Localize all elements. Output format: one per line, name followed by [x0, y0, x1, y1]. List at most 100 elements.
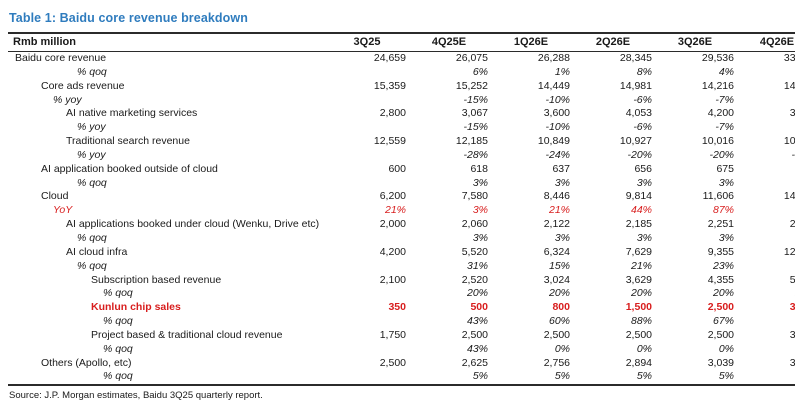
cell-value: -24%	[545, 148, 570, 161]
table-row: YoY 21% 3% 21% 44% 87%92%	[8, 204, 795, 218]
table-row: % yoy -28% -24% -20% -20% -12%	[8, 149, 795, 163]
cell-value: 3%	[718, 176, 734, 189]
row-label: % qoq	[103, 342, 133, 355]
table-row: Core ads revenue 15,359 15,252 14,449 14,981…	[8, 80, 795, 94]
table-row: Project based & traditional cloud revenu…	[8, 329, 795, 343]
cell-value: 2,060	[461, 218, 488, 231]
cell-value: 2,500	[707, 328, 734, 341]
cell-value	[326, 287, 408, 301]
cell-value: 1,500	[625, 301, 652, 314]
cell-value: 14,544	[783, 190, 795, 203]
cell-value: 4,200	[379, 245, 406, 258]
column-header: 4Q26E	[736, 32, 795, 52]
row-label: % qoq	[77, 176, 107, 189]
cell-value: 5%	[718, 370, 734, 383]
row-label: Cloud	[41, 190, 69, 203]
row-label: Baidu core revenue	[15, 52, 107, 64]
row-label: Core ads revenue	[41, 79, 125, 92]
cell-value: 10,679	[783, 135, 795, 148]
cell-value: 3,500	[789, 301, 795, 314]
cell-value: 2,319	[789, 218, 795, 231]
cell-value: 0%	[636, 342, 652, 355]
cell-value: 21%	[548, 204, 570, 217]
unit-header: Rmb million	[8, 32, 326, 52]
source-note: Source: J.P. Morgan estimates, Baidu 3Q2…	[9, 390, 263, 402]
table-row: Cloud 6,200 7,580 8,446 9,814 11,606 14,544	[8, 190, 795, 204]
table-title: Table 1: Baidu core revenue breakdown	[9, 11, 248, 25]
cell-value: -20%	[627, 148, 652, 161]
cell-value: 2,251	[707, 218, 734, 231]
table-row: Kunlun chip sales 350 500 800 1,500 2,500 3,50…	[8, 301, 795, 315]
cell-value: 0%	[554, 342, 570, 355]
cell-value: 3%	[472, 204, 488, 217]
cell-value: -15%	[463, 121, 488, 134]
cell-value: 4%	[718, 65, 734, 78]
cell-value: 3,500	[789, 328, 795, 341]
cell-value: 15,252	[455, 79, 488, 92]
cell-value: 2,000	[379, 218, 406, 231]
cell-value: 7,580	[461, 190, 488, 203]
cell-value: -6%	[633, 93, 652, 106]
cell-value: 3%	[472, 176, 488, 189]
cell-value: 3%	[736, 232, 795, 246]
column-header-row: Rmb million 3Q25 4Q25E 1Q26E 2Q26E 3Q26E 4Q26…	[8, 32, 795, 52]
table-row: Others (Apollo, etc) 2,500 2,625 2,756 2,894…	[8, 357, 795, 371]
cell-value: 2,500	[379, 356, 406, 369]
cell-value: 20%	[736, 287, 795, 301]
cell-value: 3,987	[789, 107, 795, 120]
cell-value: 800	[552, 301, 570, 314]
cell-value: -28%	[463, 148, 488, 161]
cell-value: 4,355	[707, 273, 734, 286]
cell-value: 20%	[630, 287, 652, 300]
cell-value: 14,449	[537, 79, 570, 92]
cell-value	[326, 177, 408, 191]
cell-value: 4,200	[707, 107, 734, 120]
cell-value: 2,500	[543, 328, 570, 341]
cell-value: 23%	[712, 259, 734, 272]
cell-value: 15%	[548, 259, 570, 272]
cell-value	[326, 66, 408, 80]
cell-value: 4,053	[625, 107, 652, 120]
report-page: Table 1: Baidu core revenue breakdown Rm…	[8, 11, 795, 402]
cell-value: 67%	[712, 315, 734, 328]
cell-value: 3%	[554, 176, 570, 189]
cell-value: 3%	[636, 231, 652, 244]
cell-value: 3%	[636, 176, 652, 189]
cell-value: 5%	[736, 370, 795, 385]
cell-value: 10,927	[619, 135, 652, 148]
cell-value: 600	[388, 162, 406, 175]
cell-value: 3,629	[625, 273, 652, 286]
cell-value: 1%	[554, 65, 570, 78]
row-label: AI native marketing services	[66, 107, 198, 120]
cell-value: 11,606	[702, 190, 734, 203]
cell-value: -12%	[791, 148, 795, 161]
cell-value: 12%	[736, 66, 795, 80]
cell-value: 43%	[466, 342, 488, 355]
cell-value: 500	[470, 301, 488, 314]
cell-value: 9,814	[625, 190, 652, 203]
row-label: % qoq	[77, 231, 107, 244]
cell-value: -20%	[709, 148, 734, 161]
cell-value: 637	[552, 162, 570, 175]
cell-value: 3,039	[707, 356, 734, 369]
cell-value: 15,359	[373, 79, 406, 92]
cell-value	[326, 232, 408, 246]
cell-value	[326, 315, 408, 329]
cell-value: 2,500	[461, 328, 488, 341]
table-row: AI cloud infra 4,200 5,520 6,324 7,629 9,355 1…	[8, 246, 795, 260]
cell-value: 3%	[472, 231, 488, 244]
cell-value: 8%	[636, 65, 652, 78]
cell-value: 31%	[466, 259, 488, 272]
row-label: Traditional search revenue	[66, 135, 190, 148]
cell-value: 40%	[736, 315, 795, 329]
cell-value: 6%	[472, 65, 488, 78]
cell-value: 14,666	[783, 79, 795, 92]
cell-value: -4%	[736, 94, 795, 108]
cell-value	[326, 260, 408, 274]
cell-value	[326, 370, 408, 385]
